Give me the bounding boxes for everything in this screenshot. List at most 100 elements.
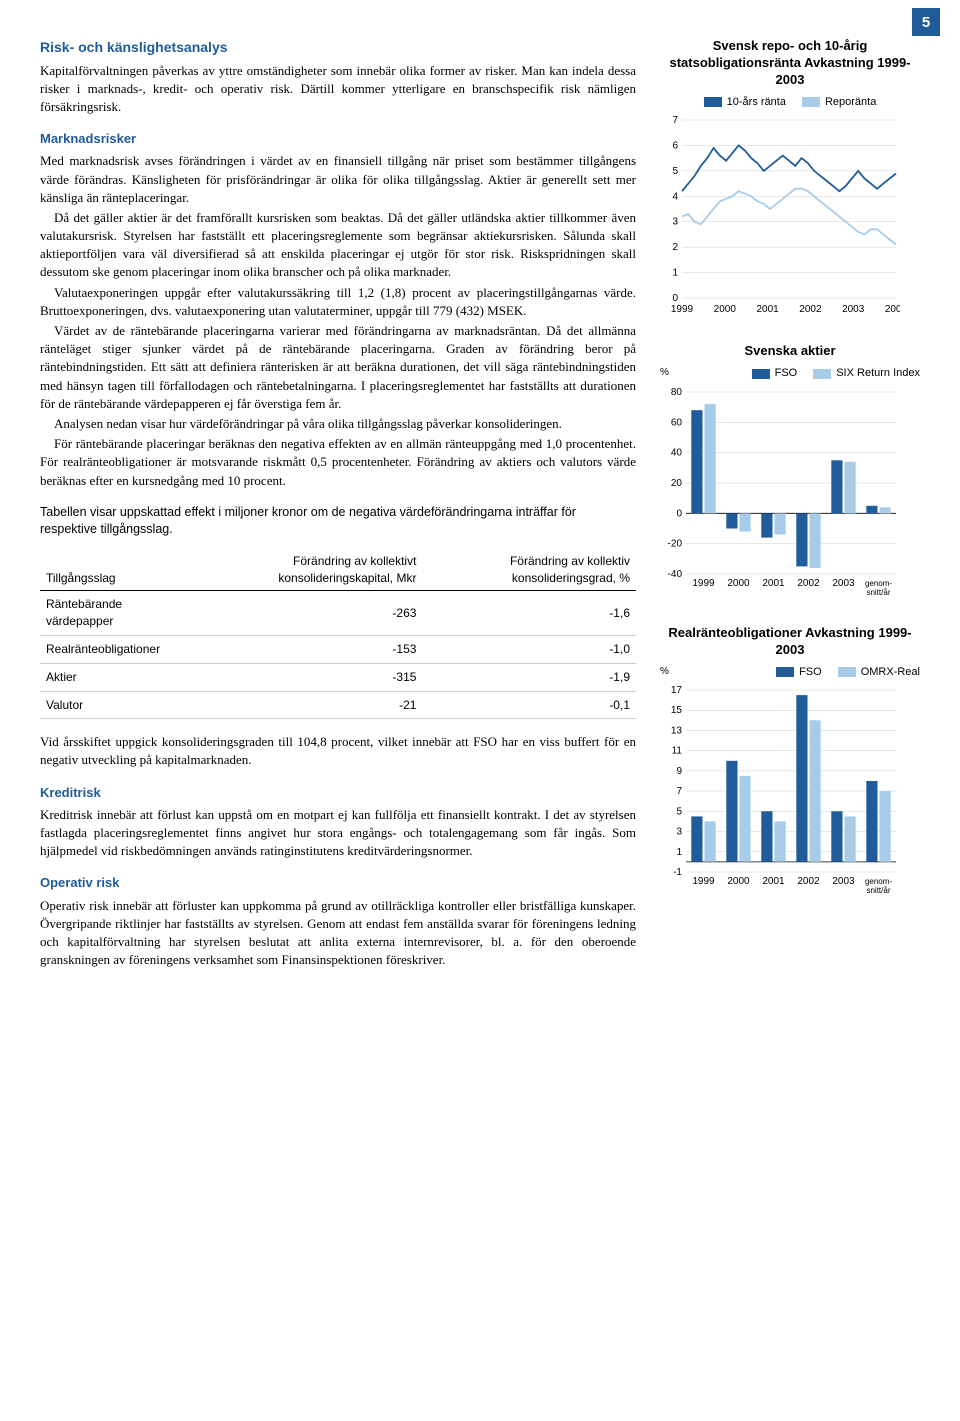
svg-text:2: 2 [672,242,678,253]
svg-text:-20: -20 [668,538,683,549]
para-consolidation: Vid årsskiftet uppgick konsolideringsgra… [40,733,636,769]
chart1-legend-repo: Reporänta [802,95,876,110]
chart2-title: Svenska aktier [660,343,920,360]
effect-table: Tillgångsslag Förändring av kollektivt k… [40,549,636,720]
cell-val2: -1,6 [422,591,636,636]
para-operational: Operativ risk innebär att förluster kan … [40,897,636,970]
para-market-3: Valutaexponeringen uppgår efter valutaku… [40,284,636,320]
svg-text:3: 3 [676,826,682,837]
table-row: Aktier-315-1,9 [40,663,636,691]
svg-text:1999: 1999 [692,876,715,887]
para-market-2: Då det gäller aktier är det framförallt … [40,209,636,282]
chart1-plot-area: 01234567199920002001200220032004 [660,116,920,321]
chart3-legend-omrx: OMRX-Real [838,665,920,680]
legend-swatch-5 [776,667,794,677]
svg-text:40: 40 [671,447,683,458]
chart1-legend2-label: Reporänta [825,95,876,110]
chart2-y-unit: % [660,366,669,381]
svg-text:13: 13 [671,725,683,736]
para-credit: Kreditrisk innebär att förlust kan uppst… [40,806,636,861]
svg-text:genom-: genom- [865,877,892,886]
svg-text:60: 60 [671,417,683,428]
cell-name: Räntebärande värdepapper [40,591,189,636]
page-layout: Risk- och känslighetsanalys Kapitalförva… [40,20,920,971]
heading-operational-risk: Operativ risk [40,874,636,892]
cell-val2: -0,1 [422,691,636,719]
chart2-legend1-label: FSO [775,366,798,381]
svg-text:7: 7 [676,786,682,797]
svg-text:80: 80 [671,388,683,398]
svg-text:-1: -1 [673,867,682,878]
chart2-legend-fso: FSO [752,366,798,381]
cell-name: Realränteobligationer [40,635,189,663]
chart2-legend: % FSO SIX Return Index [660,366,920,381]
th-change-pct: Förändring av kollektiv konsolideringsgr… [422,549,636,591]
chart-swedish-equities: Svenska aktier % FSO SIX Return Index -4… [660,343,920,602]
cell-val2: -1,9 [422,663,636,691]
svg-text:snitt/år: snitt/år [866,588,890,597]
heading-risk-analysis: Risk- och känslighetsanalys [40,38,636,58]
table-intro-text: Tabellen visar uppskattad effekt i miljo… [40,504,636,539]
table-row: Realränteobligationer-153-1,0 [40,635,636,663]
svg-text:snitt/år: snitt/år [866,886,890,895]
svg-text:0: 0 [676,508,682,519]
svg-text:20: 20 [671,478,683,489]
svg-text:3: 3 [672,217,678,228]
svg-text:15: 15 [671,705,683,716]
cell-val1: -153 [189,635,422,663]
legend-swatch-2 [802,97,820,107]
chart-real-bonds: Realränteobligationer Avkastning 1999-20… [660,625,920,901]
chart2-legend2-label: SIX Return Index [836,366,920,381]
para-market-4: Värdet av de räntebärande placeringarna … [40,322,636,413]
svg-text:2000: 2000 [714,304,737,315]
svg-text:2003: 2003 [842,304,865,315]
chart-interest-rates: Svensk repo- och 10-årig statsobligation… [660,38,920,321]
svg-text:2002: 2002 [799,304,822,315]
chart1-legend-10yr: 10-års ränta [704,95,786,110]
sidebar-column: Svensk repo- och 10-årig statsobligation… [660,20,920,971]
chart2-plot-area: -40-2002040608019992000200120022003genom… [660,388,920,603]
svg-text:5: 5 [676,806,682,817]
svg-text:2003: 2003 [832,876,855,887]
heading-market-risks: Marknadsrisker [40,130,636,148]
legend-swatch-6 [838,667,856,677]
svg-text:7: 7 [672,116,678,126]
cell-val2: -1,0 [422,635,636,663]
svg-text:5: 5 [672,166,678,177]
svg-text:2001: 2001 [762,876,785,887]
svg-text:2002: 2002 [797,876,820,887]
legend-swatch-3 [752,369,770,379]
svg-text:11: 11 [672,746,683,757]
svg-text:2002: 2002 [797,578,820,589]
chart3-legend: % FSO OMRX-Real [660,665,920,680]
legend-swatch-1 [704,97,722,107]
svg-text:1999: 1999 [671,304,694,315]
table-row: Valutor-21-0,1 [40,691,636,719]
cell-name: Valutor [40,691,189,719]
heading-credit-risk: Kreditrisk [40,784,636,802]
svg-text:2004: 2004 [885,304,900,315]
svg-text:2000: 2000 [727,876,750,887]
chart3-legend-fso: FSO [776,665,822,680]
th-asset-class: Tillgångsslag [40,549,189,591]
svg-text:17: 17 [671,686,683,696]
svg-text:-40: -40 [668,569,683,580]
cell-val1: -263 [189,591,422,636]
chart2-legend-six: SIX Return Index [813,366,920,381]
chart1-legend1-label: 10-års ränta [727,95,786,110]
cell-val1: -21 [189,691,422,719]
svg-text:genom-: genom- [865,579,892,588]
svg-text:9: 9 [676,766,682,777]
svg-text:2000: 2000 [727,578,750,589]
svg-text:2003: 2003 [832,578,855,589]
svg-text:2001: 2001 [756,304,779,315]
table-row: Räntebärande värdepapper-263-1,6 [40,591,636,636]
svg-text:0: 0 [672,293,678,304]
main-column: Risk- och känslighetsanalys Kapitalförva… [40,20,636,971]
chart3-legend2-label: OMRX-Real [861,665,920,680]
svg-text:1999: 1999 [692,578,715,589]
para-market-1: Med marknadsrisk avses förändringen i vä… [40,152,636,207]
th-change-mkr: Förändring av kollektivt konsolideringsk… [189,549,422,591]
chart3-y-unit: % [660,665,669,680]
chart1-legend: 10-års ränta Reporänta [660,95,920,110]
